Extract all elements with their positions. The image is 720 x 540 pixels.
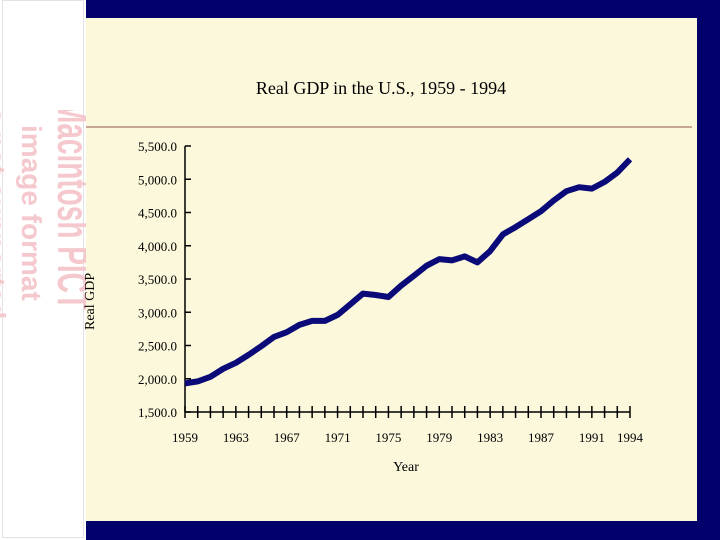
x-tick-label: 1983 [477,430,503,445]
placeholder-line-1: Macintosh PICT [48,110,88,310]
x-tick-label: 1975 [375,430,401,445]
x-axis-label: Year [393,460,419,475]
y-tick-label: 4,000.0 [138,239,177,254]
y-tick-label: 3,000.0 [138,305,177,320]
y-tick-label: 3,500.0 [138,272,177,287]
y-tick-label: 2,000.0 [138,372,177,387]
y-tick-label: 2,500.0 [138,339,177,354]
slide-content-area [86,18,697,521]
y-tick-label: 4,500.0 [138,206,177,221]
y-tick-label: 5,000.0 [138,172,177,187]
x-tick-label: 1967 [274,430,301,445]
slide-background [86,0,720,540]
placeholder-frame [2,0,84,538]
x-tick-label: 1971 [325,430,351,445]
series-line-0 [184,157,633,387]
x-tick-label: 1963 [223,430,249,445]
x-tick-label: 1994 [617,430,644,445]
x-tick-label: 1959 [172,430,198,445]
chart-title: Real GDP in the U.S., 1959 - 1994 [255,78,507,98]
title-divider [86,126,692,128]
unsupported-image-placeholder: Macintosh PICT image format is not suppo… [0,110,88,319]
left-placeholder-panel: Macintosh PICT image format is not suppo… [0,0,88,540]
x-tick-label: 1991 [579,430,605,445]
x-tick-label: 1987 [528,430,555,445]
x-tick-label: 1979 [426,430,452,445]
y-tick-label: 1,500.0 [138,405,177,420]
placeholder-line-2: image format [16,125,47,301]
y-tick-label: 5,500.0 [138,139,177,154]
placeholder-line-3: is not supported [0,110,11,319]
